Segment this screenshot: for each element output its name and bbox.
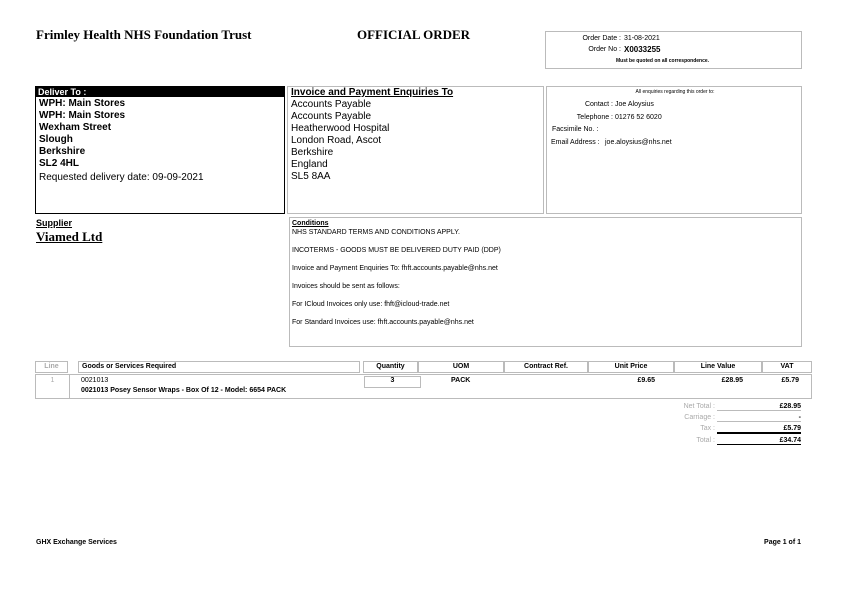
carriage-label: Carriage :	[684, 414, 715, 421]
condition-line: For ICloud Invoices only use: fhft@iclou…	[292, 301, 450, 308]
email: joe.aloysius@nhs.net	[605, 139, 672, 146]
deliver-line: Berkshire	[39, 146, 86, 157]
net-total: £28.95	[717, 403, 801, 411]
total: £34.74	[717, 437, 801, 445]
header-contract-ref: Contract Ref.	[504, 361, 588, 373]
deliver-line: WPH: Main Stores	[39, 110, 126, 121]
row-line-value: £28.95	[721, 377, 743, 384]
deliver-line: Wexham Street	[39, 122, 112, 133]
deliver-line: WPH: Main Stores	[39, 98, 126, 109]
telephone-label: Telephone :	[576, 114, 613, 121]
order-date-label: Order Date :	[582, 35, 621, 42]
deliver-line: Slough	[39, 134, 73, 145]
condition-line: INCOTERMS - GOODS MUST BE DELIVERED DUTY…	[292, 247, 501, 254]
invoice-line: SL5 8AA	[291, 171, 331, 182]
supplier-label: Supplier	[36, 218, 73, 228]
carriage: -	[717, 414, 801, 422]
invoice-box: Invoice and Payment Enquiries To Account…	[287, 86, 544, 214]
row-unit-price: £9.65	[637, 377, 655, 384]
condition-line: For Standard Invoices use: fhft.accounts…	[292, 319, 474, 326]
contact-label: Contact :	[584, 101, 613, 108]
row-description: 0021013 Posey Sensor Wraps - Box Of 12 -…	[81, 387, 287, 394]
row-vat: £5.79	[781, 377, 799, 384]
email-label: Email Address :	[551, 139, 600, 146]
condition-line: Invoice and Payment Enquiries To: fhft.a…	[292, 265, 498, 272]
order-no-label: Order No :	[588, 46, 621, 53]
contact: Joe Aloysius	[615, 101, 654, 108]
header-vat: VAT	[762, 361, 812, 373]
tax: £5.79	[717, 425, 801, 434]
header-unit-price: Unit Price	[588, 361, 674, 373]
deliver-to-title: Deliver To :	[36, 87, 284, 97]
row-uom: PACK	[451, 377, 471, 384]
invoice-line: England	[291, 159, 328, 170]
invoice-line: Accounts Payable	[291, 111, 372, 122]
quote-note: Must be quoted on all correspondence.	[616, 58, 710, 64]
document-title: OFFICIAL ORDER	[357, 27, 471, 42]
order-date: 31-08-2021	[624, 35, 660, 42]
page-number: Page 1 of 1	[764, 539, 801, 546]
row-code: 0021013	[81, 377, 109, 384]
invoice-line: Accounts Payable	[291, 99, 372, 110]
order-no: X0033255	[624, 45, 661, 54]
enquiries-note: All enquiries regarding this order to:	[635, 89, 715, 95]
header-line: Line	[35, 361, 68, 373]
order-info-box: Order Date : 31-08-2021 Order No : X0033…	[545, 31, 802, 69]
invoice-title: Invoice and Payment Enquiries To	[291, 87, 454, 98]
deliver-line: SL2 4HL	[39, 158, 80, 169]
tax-label: Tax :	[700, 425, 715, 432]
conditions-box: Conditions NHS STANDARD TERMS AND CONDIT…	[289, 217, 802, 347]
fax-label: Facsimile No. :	[552, 126, 599, 133]
total-label: Total :	[696, 437, 715, 444]
invoice-line: London Road, Ascot	[291, 135, 382, 146]
header-goods: Goods or Services Required	[78, 361, 360, 373]
header-quantity: Quantity	[363, 361, 418, 373]
deliver-to-box: Deliver To : WPH: Main Stores WPH: Main …	[35, 86, 285, 214]
conditions-title: Conditions	[292, 220, 329, 227]
invoice-line: Berkshire	[291, 147, 334, 158]
condition-line: Invoices should be sent as follows:	[292, 283, 400, 290]
requested-delivery-date: Requested delivery date: 09-09-2021	[39, 172, 204, 183]
header-line-value: Line Value	[674, 361, 762, 373]
supplier-name: Viamed Ltd	[36, 229, 103, 244]
enquiries-box: All enquiries regarding this order to: C…	[546, 86, 802, 214]
header-uom: UOM	[418, 361, 504, 373]
row-quantity: 3	[364, 376, 421, 388]
footer-left: GHX Exchange Services	[36, 539, 117, 546]
telephone: 01276 52 6020	[615, 114, 662, 121]
table-row: 1 0021013 0021013 Posey Sensor Wraps - B…	[35, 374, 812, 399]
net-total-label: Net Total :	[683, 403, 715, 410]
condition-line: NHS STANDARD TERMS AND CONDITIONS APPLY.	[292, 229, 460, 236]
trust-name: Frimley Health NHS Foundation Trust	[36, 27, 252, 42]
invoice-line: Heatherwood Hospital	[291, 123, 390, 134]
row-line-number: 1	[50, 377, 55, 384]
